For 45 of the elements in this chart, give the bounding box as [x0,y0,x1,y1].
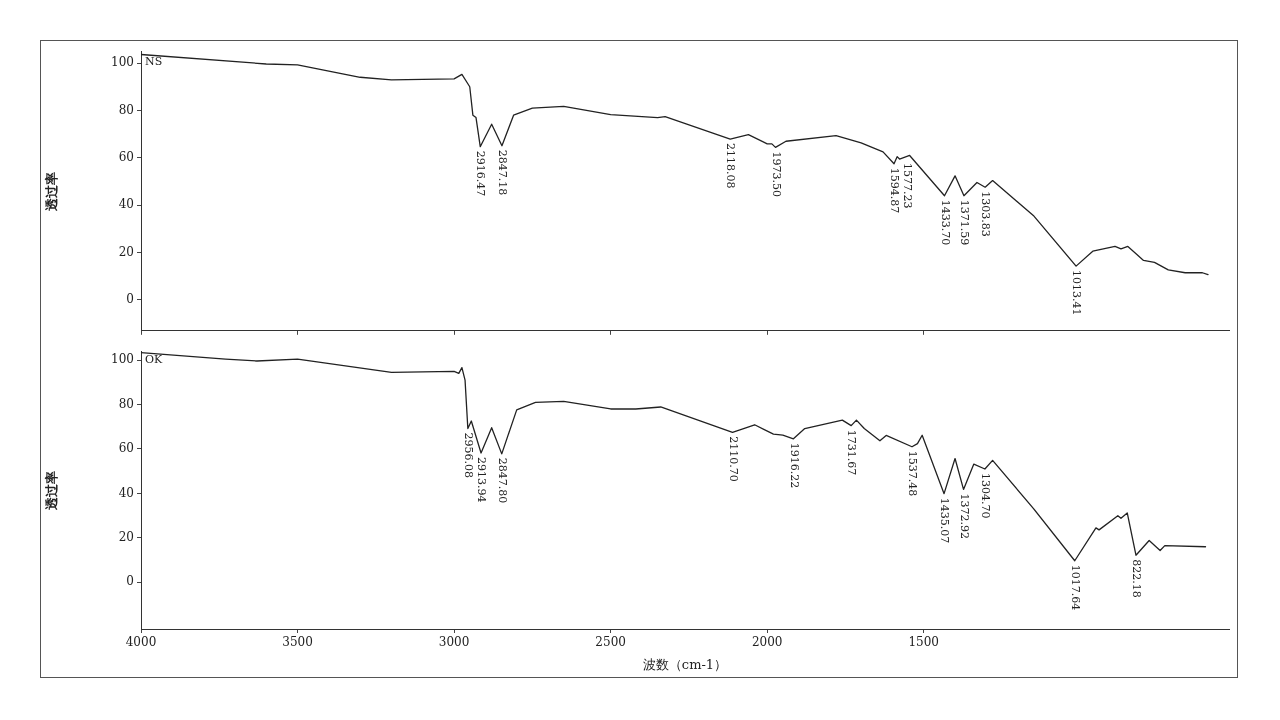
x-axis-title: 波数（cm-1） [642,656,728,672]
y-axis-title: 透过率 [44,470,60,511]
y-tick-label: 60 [118,441,134,456]
y-tick-label: 100 [111,352,134,367]
annotation: 1731.67 [845,429,859,476]
annotation: 1017.64 [1068,564,1082,611]
annotation: 1303.83 [979,191,993,237]
y-tick-label: 20 [118,244,134,259]
annotation: 2913.94 [475,456,489,503]
y-tick-label: 40 [118,197,134,212]
annotation: 1916.22 [787,442,801,489]
annotation: 1577.23 [901,163,915,209]
x-tick-label: 4000 [125,635,157,650]
y-tick-label: 100 [111,55,134,70]
annotation: 2916.47 [474,150,488,197]
annotation: 1433.70 [938,199,952,246]
x-tick-label: 2000 [751,635,783,650]
y-tick-label: 0 [126,292,134,307]
series-label: NS [145,55,163,69]
annotation: 1304.70 [979,472,993,519]
y-tick-label: 40 [118,485,134,500]
series-label: OK [145,353,164,367]
x-tick-label: 2500 [595,635,626,650]
annotation: 1013.41 [1070,270,1084,316]
annotation: 1372.92 [957,493,971,539]
annotation: 1537.48 [906,450,920,497]
annotation: 2118.08 [724,143,738,189]
annotation: 1435.07 [938,497,952,544]
annotation: 2956.08 [461,432,475,479]
annotation: 1371.59 [958,199,972,246]
annotation: 1594.87 [888,167,902,214]
annotation: 2847.80 [495,457,509,504]
y-tick-label: 60 [118,149,134,164]
y-tick-label: 80 [118,396,134,411]
y-tick-label: 80 [118,102,134,117]
annotation: 2847.18 [496,149,510,196]
annotation: 822.18 [1130,559,1144,598]
y-tick-label: 0 [126,574,134,589]
annotation: 2110.70 [726,436,740,482]
x-tick-label: 1500 [908,635,940,650]
y-tick-label: 20 [118,530,134,545]
x-tick-label: 3000 [438,635,470,650]
y-axis-title: 透过率 [44,171,60,212]
annotation: 1973.50 [769,151,783,197]
x-tick-label: 3500 [282,635,313,650]
